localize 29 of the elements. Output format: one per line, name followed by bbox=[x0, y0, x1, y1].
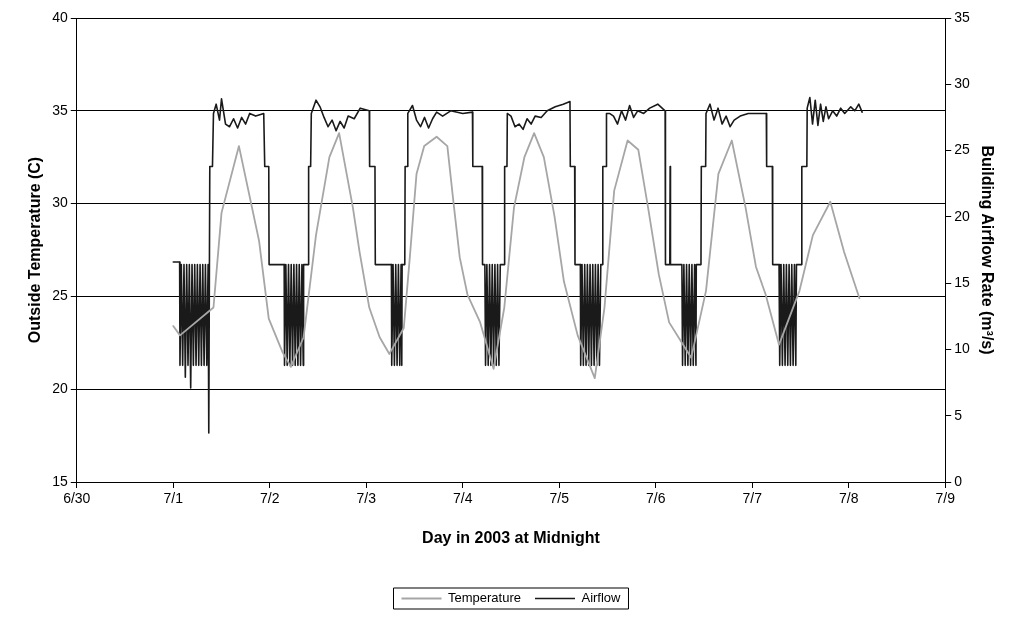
y2-tick-label: 20 bbox=[954, 207, 971, 224]
x-tick-label: 7/2 bbox=[260, 490, 280, 507]
legend-label: Temperature bbox=[448, 590, 521, 606]
y-tick-label: 15 bbox=[52, 472, 68, 489]
y2-tick-label: 15 bbox=[954, 274, 971, 290]
x-tick-label: 7/9 bbox=[935, 490, 956, 507]
y2-tick-label: 5 bbox=[954, 406, 963, 423]
y2-tick-label: 10 bbox=[954, 340, 971, 357]
y2-tick-label: 35 bbox=[954, 8, 971, 25]
x-tick-label: 7/4 bbox=[453, 490, 473, 507]
y2-axis-title: Building Airflow Rate (m³/s) bbox=[978, 145, 996, 355]
x-tick-label: 7/1 bbox=[163, 490, 184, 507]
y-tick-label: 25 bbox=[52, 287, 68, 304]
x-tick-label: 7/3 bbox=[356, 490, 377, 507]
y2-tick-label: 25 bbox=[954, 141, 971, 158]
y2-tick-label: 0 bbox=[954, 472, 963, 489]
y-axis-title: Outside Temperature (C) bbox=[26, 156, 44, 344]
x-axis-title: Day in 2003 at Midnight bbox=[422, 528, 601, 546]
x-tick-label: 7/8 bbox=[839, 490, 859, 507]
legend-label: Airflow bbox=[581, 590, 622, 606]
y-tick-label: 35 bbox=[52, 101, 68, 118]
x-tick-label: 6/30 bbox=[63, 490, 91, 507]
x-tick-label: 7/7 bbox=[742, 490, 763, 507]
y-tick-label: 30 bbox=[52, 194, 68, 211]
y2-tick-label: 30 bbox=[954, 75, 971, 92]
x-tick-label: 7/6 bbox=[646, 490, 666, 507]
y-tick-label: 20 bbox=[52, 380, 68, 397]
x-tick-label: 7/5 bbox=[549, 490, 570, 507]
y-tick-label: 40 bbox=[52, 8, 68, 25]
